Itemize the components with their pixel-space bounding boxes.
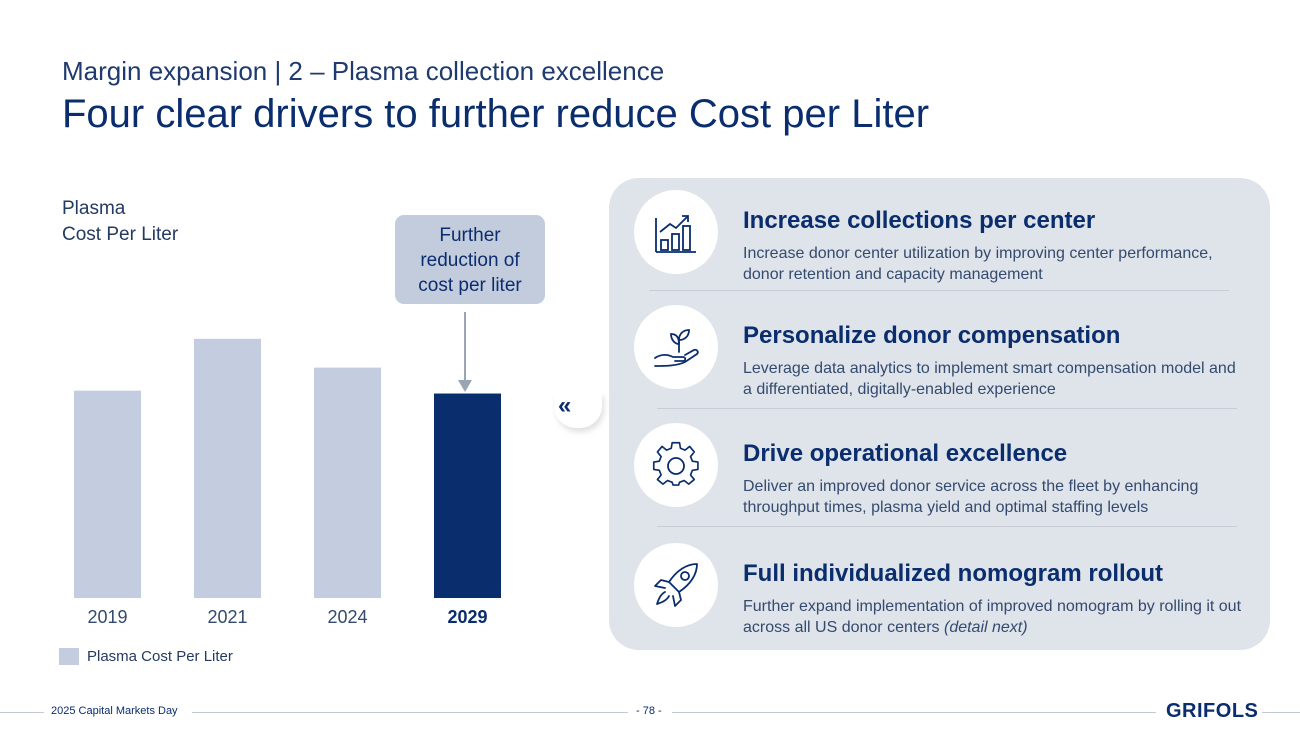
driver-item-nomogram: Full individualized nomogram rollout Fur… <box>634 543 1254 643</box>
annotation-line-1: Further <box>439 225 501 246</box>
bar-2029 <box>434 393 501 598</box>
hand-plant-icon <box>634 305 718 389</box>
page-number: - 78 - <box>636 705 662 717</box>
double-chevron-left-icon: « <box>554 392 602 428</box>
chart-legend: Plasma Cost Per Liter <box>59 648 233 665</box>
driver-item-operations: Drive operational excellence Deliver an … <box>634 423 1254 523</box>
rocket-icon <box>634 543 718 627</box>
driver-title: Personalize donor compensation <box>743 322 1121 349</box>
driver-title: Full individualized nomogram rollout <box>743 560 1163 587</box>
gear-icon <box>634 423 718 507</box>
annotation-arrow-head <box>458 380 472 392</box>
detail-next-note: (detail next) <box>943 619 1028 636</box>
driver-divider <box>649 290 1229 291</box>
driver-description: Increase donor center utilization by imp… <box>743 245 1213 283</box>
bar-2024 <box>314 367 381 598</box>
x-tick-label-2021: 2021 <box>207 607 247 627</box>
slide-title: Four clear drivers to further reduce Cos… <box>62 92 930 136</box>
driver-divider <box>657 408 1237 409</box>
driver-item-collections: Increase collections per center Increase… <box>634 190 1254 290</box>
x-tick-label-2029: 2029 <box>447 607 487 627</box>
chart-title-line-1: Plasma <box>62 198 126 219</box>
chart-title: Plasma Cost Per Liter <box>62 196 178 248</box>
driver-title: Increase collections per center <box>743 207 1096 234</box>
driver-description: Leverage data analytics to implement sma… <box>743 360 1236 398</box>
driver-description: Deliver an improved donor service across… <box>743 478 1199 516</box>
annotation-line-2: reduction of <box>420 250 520 271</box>
bar-2019 <box>74 390 141 598</box>
chart-annotation-callout: Further reduction of cost per liter <box>395 215 545 304</box>
driver-description: Further expand implementation of improve… <box>743 596 1243 638</box>
bar-2021 <box>194 338 261 598</box>
legend-label: Plasma Cost Per Liter <box>87 648 233 665</box>
footer-rule <box>0 712 44 713</box>
legend-swatch <box>59 648 79 665</box>
driver-item-compensation: Personalize donor compensation Leverage … <box>634 305 1254 405</box>
driver-description-text: Further expand implementation of improve… <box>743 598 1242 636</box>
footer-rule <box>1262 712 1300 713</box>
grifols-logo: GRIFOLS <box>1166 700 1259 722</box>
bar-chart: 2019 2021 2024 2029 <box>45 338 525 627</box>
annotation-line-3: cost per liter <box>418 275 522 296</box>
footer-rule <box>192 712 628 713</box>
chart-title-line-2: Cost Per Liter <box>62 224 179 245</box>
slide-subtitle: Margin expansion | 2 – Plasma collection… <box>62 56 665 86</box>
growth-chart-icon <box>634 190 718 274</box>
annotation-arrow-line <box>464 312 466 382</box>
driver-divider <box>657 526 1237 527</box>
drivers-panel: Increase collections per center Increase… <box>609 178 1270 650</box>
footer-event-name: 2025 Capital Markets Day <box>51 705 178 717</box>
driver-title: Drive operational excellence <box>743 440 1068 467</box>
x-tick-label-2024: 2024 <box>327 607 367 627</box>
x-tick-label-2019: 2019 <box>87 607 127 627</box>
footer-rule <box>672 712 1156 713</box>
